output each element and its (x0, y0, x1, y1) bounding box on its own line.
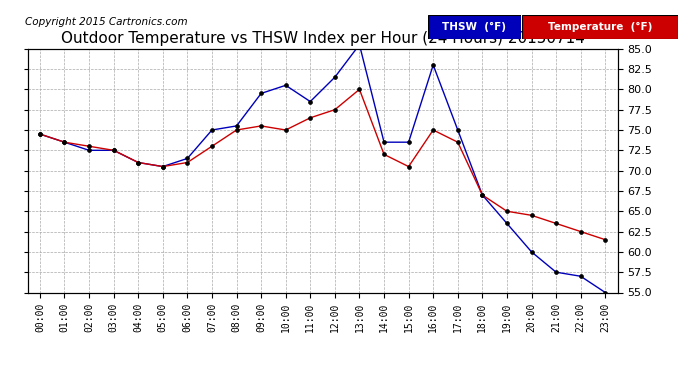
Title: Outdoor Temperature vs THSW Index per Hour (24 Hours) 20150714: Outdoor Temperature vs THSW Index per Ho… (61, 31, 584, 46)
Text: Temperature  (°F): Temperature (°F) (548, 22, 652, 32)
Text: Copyright 2015 Cartronics.com: Copyright 2015 Cartronics.com (25, 17, 187, 27)
Text: THSW  (°F): THSW (°F) (442, 22, 506, 32)
